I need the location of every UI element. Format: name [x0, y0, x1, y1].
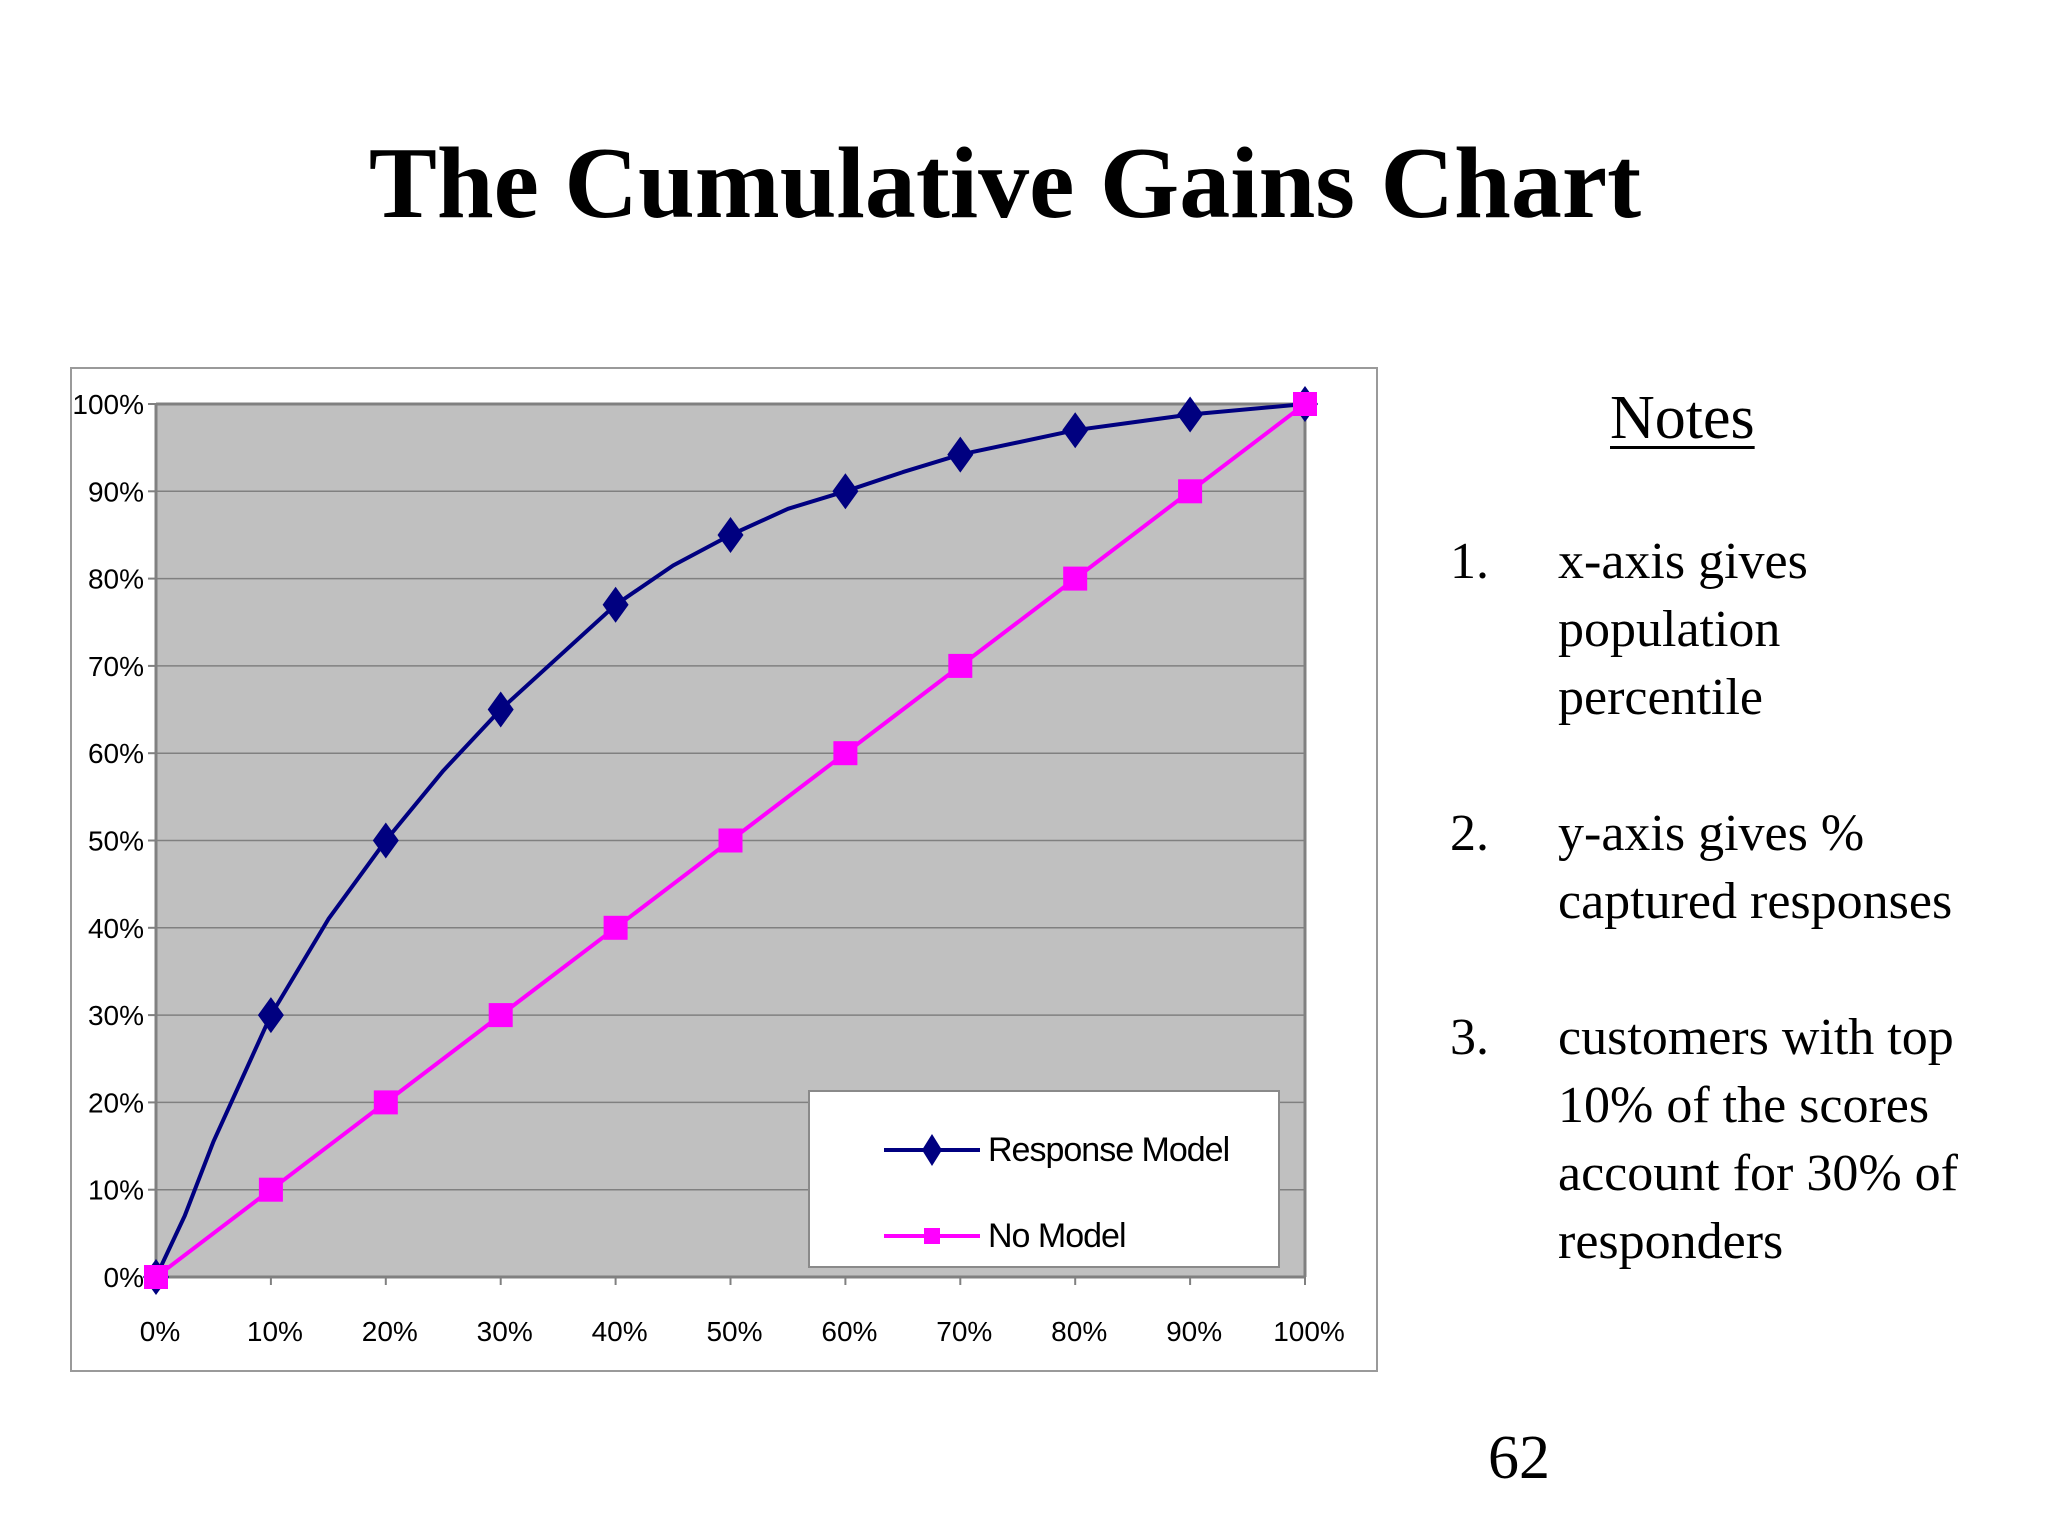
y-tick-label: 80%	[88, 564, 144, 595]
data-point-no-model	[603, 915, 628, 940]
note-number: 2.	[1450, 805, 1489, 862]
x-tick-label: 50%	[706, 1316, 762, 1347]
y-tick-label: 60%	[88, 738, 144, 769]
diamond-marker-icon	[884, 1134, 980, 1166]
data-point-response-model	[602, 586, 629, 623]
x-tick-label: 60%	[821, 1316, 877, 1347]
legend-item-response-model: Response Model	[884, 1128, 1230, 1172]
data-point-response-model	[487, 691, 514, 728]
y-tick-label: 40%	[88, 913, 144, 944]
y-tick-label: 20%	[88, 1087, 144, 1118]
data-point-no-model	[1293, 392, 1317, 416]
y-tick-label: 10%	[88, 1175, 144, 1206]
note-text: x-axis gives population percentile	[1558, 533, 1808, 726]
legend-item-no-model: No Model	[884, 1214, 1127, 1258]
y-tick-label: 70%	[88, 651, 144, 682]
x-tick-label: 40%	[592, 1316, 648, 1347]
x-tick-label: 30%	[477, 1316, 533, 1347]
note-text: customers with top 10% of the scores acc…	[1558, 1009, 1958, 1270]
legend-label: No Model	[988, 1216, 1127, 1255]
page-number: 62	[1488, 1424, 1550, 1492]
data-point-response-model	[947, 436, 974, 473]
data-point-response-model	[1177, 396, 1204, 433]
notes-list: 1. x-axis gives population percentile 2.…	[1450, 528, 2030, 1344]
y-tick-label: 100%	[72, 389, 144, 420]
note-item: 3. customers with top 10% of the scores …	[1450, 1004, 2030, 1276]
data-point-no-model	[718, 828, 743, 853]
data-point-no-model	[258, 1177, 283, 1202]
y-tick-label: 90%	[88, 476, 144, 507]
y-tick-label: 50%	[88, 826, 144, 857]
note-item: 1. x-axis gives population percentile	[1450, 528, 2030, 732]
notes-heading: Notes	[1610, 384, 1755, 452]
x-tick-label: 20%	[362, 1316, 418, 1347]
chart-legend: Response Model No Model	[808, 1090, 1280, 1268]
data-point-response-model	[717, 516, 744, 553]
note-text: y-axis gives % captured responses	[1558, 805, 1953, 930]
data-point-response-model	[832, 473, 859, 510]
chart-container: 0% 10% 20% 30% 40% 50% 60% 70% 80% 90% 100% 0% 10% 2…	[70, 367, 1378, 1372]
legend-label: Response Model	[988, 1130, 1230, 1169]
x-tick-label: 70%	[936, 1316, 992, 1347]
data-point-no-model	[488, 1003, 513, 1028]
x-tick-label: 100%	[1273, 1316, 1345, 1347]
note-number: 3.	[1450, 1009, 1489, 1066]
cumulative-gains-chart: 0% 10% 20% 30% 40% 50% 60% 70% 80% 90% 100% 0% 10% 2…	[72, 386, 1345, 1347]
data-point-response-model	[257, 997, 284, 1034]
data-point-no-model	[1063, 566, 1088, 591]
data-point-no-model	[144, 1265, 168, 1289]
x-tick-label: 10%	[247, 1316, 303, 1347]
square-marker-icon	[884, 1228, 980, 1244]
y-tick-label: 0%	[104, 1262, 144, 1293]
series	[143, 386, 1318, 1295]
x-axis-ticks: 0% 10% 20% 30% 40% 50% 60% 70% 80% 90% 100%	[140, 1277, 1345, 1347]
data-point-no-model	[948, 653, 973, 678]
data-point-no-model	[833, 741, 858, 766]
slide-title: The Cumulative Gains Chart	[368, 127, 1642, 240]
data-point-response-model	[1062, 412, 1089, 449]
x-tick-label: 90%	[1166, 1316, 1222, 1347]
data-point-no-model	[1178, 479, 1203, 504]
x-tick-label: 0%	[140, 1316, 180, 1347]
y-axis-ticks: 0% 10% 20% 30% 40% 50% 60% 70% 80% 90% 100%	[72, 389, 156, 1293]
y-tick-label: 30%	[88, 1000, 144, 1031]
note-item: 2. y-axis gives % captured responses	[1450, 800, 2030, 936]
data-point-no-model	[373, 1090, 398, 1115]
data-point-response-model	[372, 822, 399, 859]
x-tick-label: 80%	[1051, 1316, 1107, 1347]
note-number: 1.	[1450, 533, 1489, 590]
